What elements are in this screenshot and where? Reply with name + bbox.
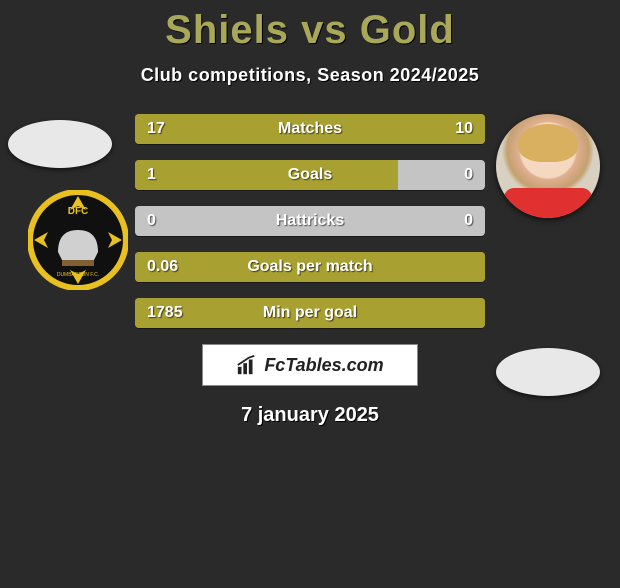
stat-row: 0.06Goals per match bbox=[135, 252, 485, 282]
brand-label: FcTables.com bbox=[264, 355, 383, 376]
left-player-column: DFC DUMBARTON F.C. bbox=[8, 114, 128, 290]
svg-text:DUMBARTON F.C.: DUMBARTON F.C. bbox=[57, 272, 99, 278]
stat-right-value: 10 bbox=[455, 114, 473, 144]
stat-right-value: 0 bbox=[464, 160, 473, 190]
stat-label: Goals per match bbox=[135, 252, 485, 282]
svg-text:DFC: DFC bbox=[68, 206, 89, 217]
right-player-avatar bbox=[496, 114, 600, 218]
left-player-avatar bbox=[8, 120, 112, 168]
stat-row: 1Goals0 bbox=[135, 160, 485, 190]
stat-bars: 17Matches101Goals00Hattricks00.06Goals p… bbox=[135, 114, 485, 328]
comparison-panel: DFC DUMBARTON F.C. 17Matches101Goals00Ha… bbox=[0, 114, 620, 427]
stat-label: Min per goal bbox=[135, 298, 485, 328]
page-title: Shiels vs Gold bbox=[0, 8, 620, 53]
brand-badge: FcTables.com bbox=[202, 344, 418, 386]
stat-row: 1785Min per goal bbox=[135, 298, 485, 328]
stat-label: Goals bbox=[135, 160, 485, 190]
right-club-badge bbox=[496, 348, 600, 396]
right-player-column bbox=[496, 114, 600, 396]
shield-icon: DFC DUMBARTON F.C. bbox=[28, 190, 128, 290]
stat-row: 17Matches10 bbox=[135, 114, 485, 144]
chart-icon bbox=[236, 354, 258, 376]
stat-row: 0Hattricks0 bbox=[135, 206, 485, 236]
left-club-badge: DFC DUMBARTON F.C. bbox=[28, 190, 128, 290]
stat-right-value: 0 bbox=[464, 206, 473, 236]
date-label: 7 january 2025 bbox=[0, 404, 620, 427]
stat-label: Matches bbox=[135, 114, 485, 144]
subtitle: Club competitions, Season 2024/2025 bbox=[0, 65, 620, 86]
stat-label: Hattricks bbox=[135, 206, 485, 236]
